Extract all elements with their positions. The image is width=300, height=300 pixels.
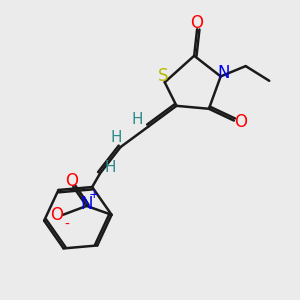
Text: -: - <box>64 218 69 232</box>
Text: O: O <box>190 14 204 32</box>
Text: H: H <box>104 160 116 175</box>
Text: H: H <box>110 130 122 145</box>
Text: O: O <box>234 113 247 131</box>
Text: S: S <box>158 68 169 85</box>
Text: N: N <box>80 196 93 214</box>
Text: O: O <box>65 172 78 190</box>
Text: N: N <box>218 64 230 82</box>
Text: O: O <box>50 206 63 224</box>
Text: H: H <box>132 112 143 128</box>
Text: +: + <box>88 188 99 201</box>
